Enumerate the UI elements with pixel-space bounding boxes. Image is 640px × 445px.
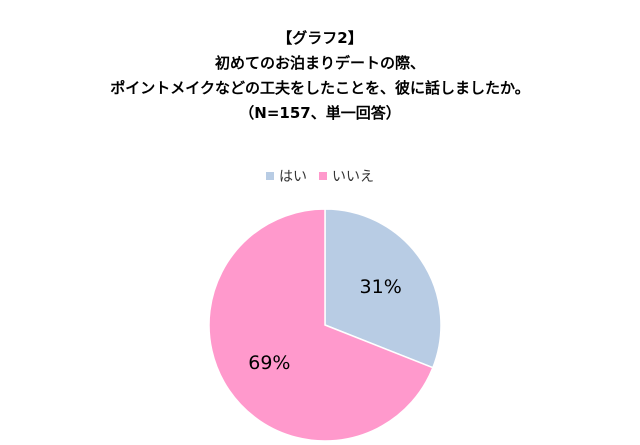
data-label-yes: 31% [360,276,402,298]
pie-data-labels: 31% 69% [248,276,402,374]
legend-label-no: いいえ [332,169,374,185]
pie-slice-yes [324,208,442,369]
pie-slices [208,208,442,442]
chart-title-line-4: （N=157、単一回答） [239,104,401,122]
data-label-no: 69% [248,352,290,374]
chart-title-line-3: ポイントメイクなどの工夫をしたことを、彼に話しましたか。 [110,79,530,97]
legend-item-yes: はい [266,166,307,186]
pie-slice-no [208,208,434,442]
legend-swatch-no [319,172,327,180]
legend-item-no: いいえ [319,166,374,186]
legend-swatch-yes [266,172,274,180]
chart-legend: はい いいえ [0,166,640,186]
chart-title-line-1: 【グラフ2】 [277,29,363,47]
chart-title-line-2: 初めてのお泊まりデートの際、 [214,54,425,72]
legend-label-yes: はい [279,169,307,185]
chart-title: 【グラフ2】 初めてのお泊まりデートの際、 ポイントメイクなどの工夫をしたことを… [0,26,640,126]
